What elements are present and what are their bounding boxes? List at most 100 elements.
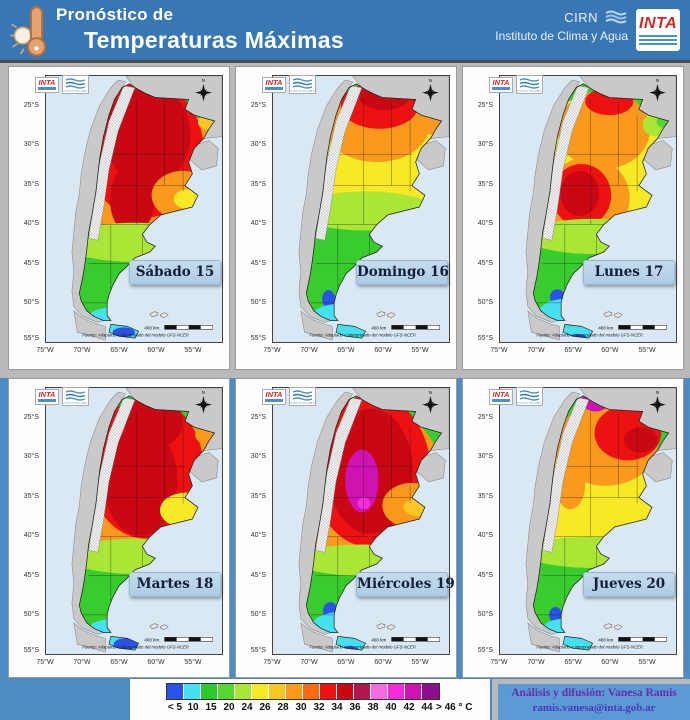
lon-label: 55°W: [638, 347, 656, 354]
inta-logo: INTA: [35, 77, 59, 93]
thermometer-sun-icon: [10, 6, 47, 57]
forecast-row-2: 25°S 30°S 35°S 40°S 45°S 50°S 55°S: [8, 378, 684, 678]
lat-label: 55°S: [250, 647, 266, 654]
page-title-line1: Pronóstico de: [56, 5, 174, 24]
lat-label: 40°S: [477, 220, 493, 228]
forecast-row-1: 25°S 30°S 35°S 40°S 45°S 50°S 55°S: [8, 66, 684, 370]
lon-label: 70°W: [73, 659, 91, 666]
map-source-note: Fuente: Adaptado e interpretado del mode…: [309, 333, 416, 338]
malvinas-islands: [603, 623, 623, 630]
scale-bar: 400 km: [144, 325, 213, 331]
day-label: Domingo 16: [356, 260, 449, 285]
temperature-legend: < 5 10 15 20 24 26 28 30 32 34 36 38 40 42 44 > 46 ° C: [130, 679, 490, 720]
svg-text:Instituto de Clima y Agua: Instituto de Clima y Agua: [517, 402, 542, 405]
svg-text:400 km: 400 km: [371, 325, 386, 331]
svg-text:400 km: 400 km: [144, 325, 159, 331]
lat-label: 50°S: [477, 299, 493, 306]
legend-value: 32: [313, 702, 325, 713]
header-bar: Pronóstico de Temperaturas Máximas CIRN …: [0, 0, 690, 60]
lat-label: 55°S: [477, 335, 493, 342]
lon-label: 60°W: [147, 347, 165, 354]
lon-label: 55°W: [411, 347, 429, 354]
legend-value: 28: [277, 702, 289, 713]
svg-text:400 km: 400 km: [371, 637, 386, 643]
svg-text:N: N: [202, 390, 206, 396]
credits-author: Análisis y difusión: Vanesa Ramis: [511, 687, 677, 699]
malvinas-islands: [149, 311, 169, 318]
lat-label: 35°S: [23, 492, 39, 500]
lat-label: 30°S: [250, 453, 266, 461]
lon-label: 70°W: [300, 659, 318, 666]
lat-label: 25°S: [477, 414, 493, 421]
lon-label: 55°W: [411, 659, 429, 666]
inta-logo: INTA: [262, 77, 286, 93]
lon-label: 60°W: [374, 347, 392, 354]
map-source-note: Fuente: Adaptado e interpretado del mode…: [82, 645, 189, 650]
map-source-note: Fuente: Adaptado e interpretado del mode…: [82, 333, 189, 338]
legend-value: > 46 ° C: [436, 702, 473, 713]
lat-label: 25°S: [250, 102, 266, 109]
svg-text:N: N: [656, 78, 660, 84]
lat-label: 45°S: [477, 571, 493, 579]
lat-label: 40°S: [250, 220, 266, 228]
lat-label: 30°S: [477, 453, 493, 461]
malvinas-islands: [603, 311, 623, 318]
lon-label: 55°W: [184, 347, 202, 354]
inta-logo: INTA: [489, 389, 513, 405]
argentina-temperature-map: N 400 km Fuente: Adaptado e interpretado…: [46, 76, 222, 342]
lon-label: 55°W: [638, 659, 656, 666]
lon-label: 65°W: [564, 347, 582, 354]
compass-icon: N: [195, 78, 212, 102]
lon-label: 75°W: [36, 659, 54, 666]
legend-color-swatch: [184, 684, 201, 699]
scale-bar: 400 km: [371, 325, 440, 331]
map-area: N 400 km Fuente: Adaptado e interpretado…: [272, 75, 450, 343]
lat-label: 50°S: [250, 611, 266, 618]
legend-value: 44: [421, 702, 433, 713]
svg-text:Instituto de Clima y Agua: Instituto de Clima y Agua: [290, 90, 315, 93]
map-source-note: Fuente: Adaptado e interpretado del mode…: [536, 645, 643, 650]
scale-bar: 400 km: [598, 637, 667, 643]
legend-color-swatch: [371, 684, 388, 699]
svg-text:Instituto de Clima y Agua: Instituto de Clima y Agua: [290, 402, 315, 405]
lon-label: 60°W: [601, 659, 619, 666]
lat-label: 45°S: [477, 259, 493, 267]
lat-label: 55°S: [23, 335, 39, 342]
water-waves-icon: [605, 10, 627, 24]
forecast-panel-4: 25°S 30°S 35°S 40°S 45°S 50°S 55°S: [8, 378, 230, 678]
legend-value: 10: [187, 702, 199, 713]
legend-value: 24: [241, 702, 253, 713]
day-label: Miércoles 19: [356, 572, 455, 597]
compass-icon: N: [649, 390, 666, 414]
lat-label: 55°S: [23, 647, 39, 654]
map-area: N 400 km Fuente: Adaptado e interpretado…: [499, 75, 677, 343]
lat-label: 30°S: [250, 141, 266, 149]
legend-color-swatch: [235, 684, 252, 699]
lat-label: 50°S: [23, 299, 39, 306]
lon-label: 60°W: [374, 659, 392, 666]
lon-label: 55°W: [184, 659, 202, 666]
svg-text:N: N: [429, 390, 433, 396]
lat-label: 25°S: [23, 414, 39, 421]
lat-label: 25°S: [23, 102, 39, 109]
lon-label: 60°W: [601, 347, 619, 354]
legend-value: 40: [385, 702, 397, 713]
legend-value: 20: [223, 702, 235, 713]
lat-label: 50°S: [23, 611, 39, 618]
map-source-note: Fuente: Adaptado e interpretado del mode…: [309, 645, 416, 650]
lat-label: 45°S: [23, 571, 39, 579]
lon-label: 65°W: [110, 659, 128, 666]
lat-label: 45°S: [250, 259, 266, 267]
day-label: Jueves 20: [583, 572, 675, 597]
legend-color-bar: [166, 683, 440, 700]
lat-label: 45°S: [23, 259, 39, 267]
malvinas-islands: [376, 311, 396, 318]
map-source-note: Fuente: Adaptado e interpretado del mode…: [536, 333, 643, 338]
compass-icon: N: [422, 390, 439, 414]
clima-agua-logo: Instituto de Clima y Agua: [62, 75, 89, 94]
lat-label: 25°S: [477, 102, 493, 109]
inta-logo: INTA: [489, 77, 513, 93]
forecast-panel-5: 25°S 30°S 35°S 40°S 45°S 50°S 55°S: [235, 378, 457, 678]
forecast-panel-6: 25°S 30°S 35°S 40°S 45°S 50°S 55°S: [462, 378, 684, 678]
lon-label: 65°W: [110, 347, 128, 354]
